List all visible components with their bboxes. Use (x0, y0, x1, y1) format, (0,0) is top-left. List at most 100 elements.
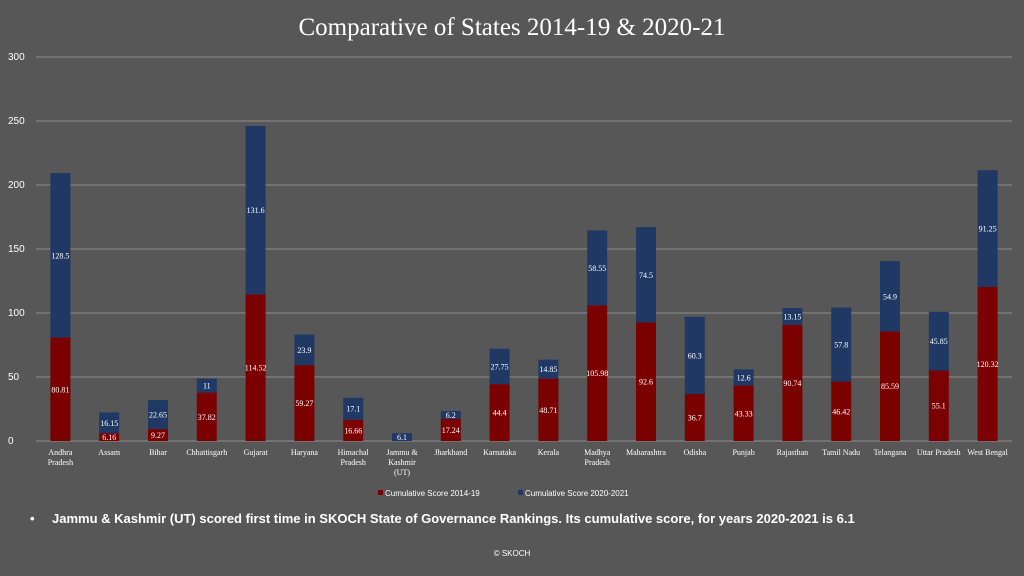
data-label: 17.24 (442, 426, 460, 435)
bar-segment (489, 348, 510, 385)
bar-segment (733, 385, 754, 441)
data-label: 60.3 (688, 351, 702, 360)
x-tick-label: Odisha (683, 448, 706, 457)
data-label: 80.81 (51, 385, 69, 394)
bar-segment (99, 412, 120, 434)
y-tick-label: 250 (8, 116, 25, 127)
x-tick-label: West Bengal (967, 448, 1008, 457)
gridlines (36, 56, 1012, 442)
data-label: 27.75 (491, 362, 509, 371)
x-tick-label: Tamil Nadu (822, 448, 860, 457)
data-labels: 80.81 128.5 6.16 16.15 9.27 22.65 37.82 11 114.5… (51, 206, 998, 442)
x-tick-label: Maharashtra (626, 448, 666, 457)
x-tick-label: Rajasthan (777, 448, 809, 457)
x-tick-label: Pradesh (585, 458, 610, 467)
legend-swatch (378, 490, 383, 495)
data-label: 58.55 (588, 264, 606, 273)
data-label: 85.59 (881, 382, 899, 391)
bar-segment (587, 305, 608, 441)
x-tick-label: Madhya (584, 448, 611, 457)
bar-segment (294, 334, 315, 366)
bars (50, 125, 998, 441)
data-label: 11 (203, 382, 211, 391)
bar-segment (392, 433, 412, 441)
legend-swatch (518, 490, 523, 495)
footnote: • Jammu & Kashmir (UT) scored first time… (30, 511, 1010, 526)
x-tick-label: Punjab (732, 448, 754, 457)
x-tick-label: Gujarat (244, 448, 269, 457)
x-tick-label: Andhra (48, 448, 72, 457)
x-tick-label: Pradesh (341, 458, 366, 467)
data-label: 16.66 (344, 426, 362, 435)
data-label: 59.27 (295, 399, 313, 408)
bar-segment (782, 324, 803, 441)
data-label: 90.74 (783, 379, 801, 388)
bar-segment (636, 322, 656, 441)
data-label: 131.6 (247, 206, 265, 215)
data-label: 9.27 (151, 431, 165, 440)
data-label: 6.1 (397, 433, 407, 442)
x-tick-label: (UT) (394, 468, 410, 477)
legend-label: Cumulative Score 2014-19 (385, 489, 480, 498)
legend-label: Cumulative Score 2020-2021 (525, 489, 629, 498)
data-label: 120.32 (977, 360, 999, 369)
bar-segment (880, 331, 900, 441)
data-label: 37.82 (198, 413, 216, 422)
legend: Cumulative Score 2014-19 Cumulative Score… (378, 489, 629, 498)
bar-segment (587, 230, 608, 306)
bar-segment (831, 307, 852, 382)
x-tick-label: Telangana (874, 448, 907, 457)
data-label: 91.25 (979, 225, 997, 234)
data-label: 43.33 (735, 409, 753, 418)
y-tick-label: 100 (8, 308, 25, 319)
data-label: 55.1 (932, 402, 946, 411)
data-label: 114.52 (245, 364, 267, 373)
data-label: 6.2 (446, 411, 456, 420)
data-label: 23.9 (297, 346, 311, 355)
bar-segment (538, 378, 559, 441)
bar-segment (440, 410, 461, 419)
bar-segment (636, 227, 656, 323)
bar-segment (148, 429, 168, 441)
bar-segment (245, 294, 266, 441)
bar-segment (245, 125, 266, 295)
bar-segment (928, 311, 949, 371)
x-tick-label: Chhattisgarh (186, 448, 227, 457)
stacked-bar-chart: Comparative of States 2014-19 & 2020-21 … (8, 14, 1012, 498)
data-label: 13.15 (783, 312, 801, 321)
bullet-point: • (30, 511, 35, 526)
bar-segment (831, 381, 852, 441)
data-label: 6.16 (102, 433, 116, 442)
data-label: 92.6 (639, 378, 653, 387)
bar-segment (538, 359, 559, 379)
data-label: 57.8 (834, 341, 848, 350)
x-tick-label: Uttar Pradesh (917, 448, 961, 457)
data-label: 16.15 (100, 419, 118, 428)
x-tick-label: Jharkhand (434, 448, 467, 457)
data-label: 14.85 (539, 365, 557, 374)
x-tick-label: Pradesh (48, 458, 73, 467)
bar-segment (782, 308, 803, 325)
copyright-footer: © SKOCH (493, 549, 531, 558)
x-tick-label: Kashmir (388, 458, 416, 467)
y-tick-label: 200 (8, 180, 25, 191)
x-tick-label: Assam (98, 448, 121, 457)
bar-segment (489, 384, 510, 441)
x-tick-label: Karnataka (483, 448, 516, 457)
data-label: 22.65 (149, 411, 167, 420)
data-label: 44.4 (493, 409, 507, 418)
bar-segment (733, 369, 754, 386)
y-tick-label: 150 (8, 244, 25, 255)
data-label: 45.85 (930, 337, 948, 346)
bar-segment (440, 418, 461, 441)
data-label: 12.6 (737, 373, 751, 382)
data-label: 54.9 (883, 292, 897, 301)
data-label: 74.5 (639, 271, 653, 280)
data-label: 17.1 (346, 405, 360, 414)
bar-segment (196, 378, 217, 393)
y-axis-ticks: 0 50 100 150 200 250 300 (8, 52, 25, 447)
x-tick-label: Himachal (338, 448, 370, 457)
bar-segment (50, 337, 71, 441)
y-tick-label: 300 (8, 52, 25, 63)
